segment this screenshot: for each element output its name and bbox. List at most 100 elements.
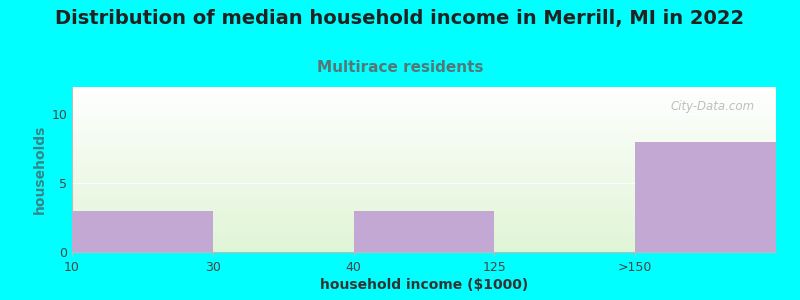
Bar xyxy=(72,208,776,209)
Bar xyxy=(72,192,776,193)
Bar xyxy=(72,242,776,243)
Bar xyxy=(72,137,776,138)
Bar xyxy=(72,119,776,120)
Bar xyxy=(72,131,776,132)
Bar xyxy=(72,225,776,226)
Bar xyxy=(72,247,776,248)
Bar xyxy=(72,237,776,238)
Bar xyxy=(72,118,776,119)
Bar xyxy=(72,128,776,129)
Bar xyxy=(72,167,776,168)
Bar xyxy=(72,180,776,181)
Bar xyxy=(72,123,776,124)
Bar xyxy=(72,229,776,230)
Bar xyxy=(72,178,776,179)
Bar xyxy=(72,132,776,133)
Bar xyxy=(72,214,776,215)
Bar xyxy=(72,216,776,217)
Bar xyxy=(72,108,776,109)
Bar xyxy=(72,213,776,214)
Bar xyxy=(72,144,776,145)
Bar xyxy=(72,203,776,204)
Text: Distribution of median household income in Merrill, MI in 2022: Distribution of median household income … xyxy=(55,9,745,28)
Bar xyxy=(72,245,776,246)
Bar xyxy=(72,251,776,252)
Bar xyxy=(72,91,776,92)
Bar xyxy=(72,235,776,236)
Bar xyxy=(72,221,776,222)
Bar xyxy=(72,230,776,231)
Bar xyxy=(72,205,776,206)
Bar xyxy=(72,201,776,202)
Bar xyxy=(72,183,776,184)
Bar xyxy=(72,199,776,200)
Bar xyxy=(72,97,776,98)
Bar xyxy=(72,250,776,251)
Bar xyxy=(72,102,776,103)
Bar xyxy=(72,187,776,188)
Bar xyxy=(72,92,776,93)
Bar xyxy=(72,105,776,106)
Bar xyxy=(72,152,776,153)
Bar xyxy=(72,202,776,203)
Bar xyxy=(72,218,776,219)
Bar xyxy=(72,154,776,155)
Bar xyxy=(72,186,776,187)
Bar xyxy=(72,165,776,166)
Bar xyxy=(72,169,776,170)
Bar xyxy=(72,226,776,227)
Bar xyxy=(72,135,776,136)
Bar xyxy=(72,179,776,180)
Bar xyxy=(72,127,776,128)
Bar xyxy=(72,220,776,221)
Bar xyxy=(72,101,776,102)
Bar xyxy=(72,238,776,239)
Bar xyxy=(72,206,776,207)
Bar xyxy=(72,207,776,208)
Bar xyxy=(72,113,776,114)
Bar xyxy=(72,168,776,169)
Bar xyxy=(72,219,776,220)
Bar xyxy=(72,155,776,156)
Bar xyxy=(72,177,776,178)
Bar xyxy=(72,150,776,151)
Bar xyxy=(72,189,776,190)
Bar xyxy=(72,217,776,218)
Bar xyxy=(72,138,776,139)
Bar xyxy=(72,164,776,165)
Bar xyxy=(72,198,776,199)
Bar xyxy=(72,188,776,189)
Bar xyxy=(72,241,776,242)
Bar xyxy=(72,159,776,160)
Bar xyxy=(72,98,776,99)
Bar xyxy=(72,163,776,164)
Bar xyxy=(72,193,776,194)
Bar xyxy=(72,126,776,127)
Bar xyxy=(72,87,776,88)
Bar xyxy=(72,111,776,112)
Bar xyxy=(72,120,776,121)
Bar xyxy=(72,166,776,167)
Bar xyxy=(72,100,776,101)
Bar xyxy=(72,94,776,95)
Bar xyxy=(72,149,776,150)
Bar xyxy=(72,90,776,91)
Bar xyxy=(72,121,776,122)
Bar xyxy=(72,239,776,240)
Bar xyxy=(72,96,776,97)
Bar xyxy=(72,175,776,176)
Bar xyxy=(72,124,776,125)
Bar xyxy=(72,172,776,173)
Bar xyxy=(72,107,776,108)
Bar xyxy=(72,204,776,205)
Bar xyxy=(72,153,776,154)
Bar xyxy=(72,93,776,94)
Bar xyxy=(72,106,776,107)
Bar xyxy=(72,122,776,123)
Bar xyxy=(72,228,776,229)
Bar xyxy=(72,240,776,241)
Bar xyxy=(72,115,776,116)
Bar xyxy=(72,211,776,212)
Bar xyxy=(72,200,776,201)
Bar xyxy=(72,234,776,235)
